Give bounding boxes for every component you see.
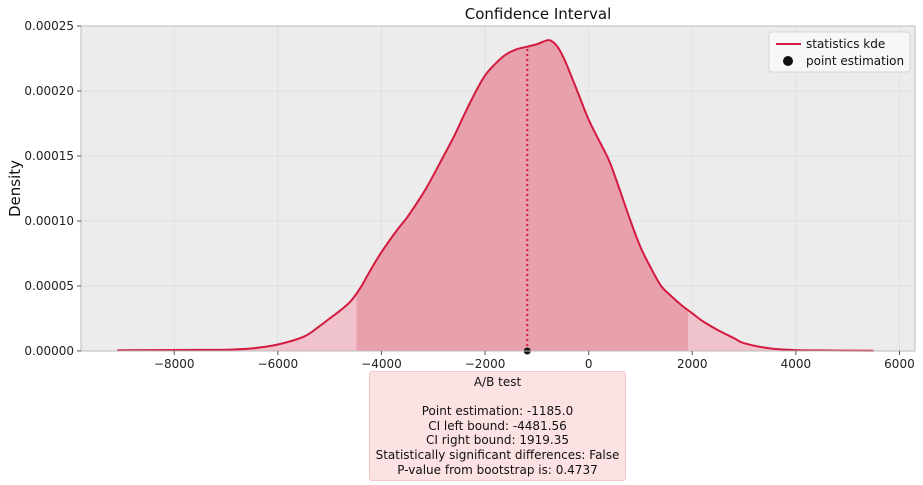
plot-area: −8000 −6000 −4000 −2000 0 2000 4000 6000 0.00000… (24, 19, 916, 371)
y-axis-label: Density (6, 160, 24, 217)
summary-point-estimation: Point estimation: -1185.0 (421, 404, 574, 419)
x-tick-label: 0 (585, 357, 593, 371)
summary-blank-line (370, 390, 625, 405)
ab-test-summary-box: A/B test Point estimation: -1185.0 CI le… (369, 371, 626, 481)
y-tick-label: 0.00010 (24, 214, 74, 228)
chart-title: Confidence Interval (465, 5, 612, 23)
summary-pvalue: P-value from bootstrap is: 0.4737 (397, 462, 598, 477)
kde-line (117, 39, 874, 352)
y-tick-label: 0.00005 (24, 279, 74, 293)
x-tick-label: 4000 (781, 357, 812, 371)
legend-kde-label: statistics kde (806, 37, 885, 51)
x-tick-label: −4000 (361, 357, 402, 371)
summary-ci-left: CI left bound: -4481.56 (428, 418, 567, 433)
ci-shaded-region (356, 40, 689, 351)
legend: statistics kde point estimation (768, 31, 911, 73)
summary-significance: Statistically significant differences: F… (375, 447, 620, 462)
summary-heading: A/B test (473, 375, 522, 389)
x-tick-label: −2000 (465, 357, 506, 371)
summary-ci-right: CI right bound: 1919.35 (425, 433, 569, 448)
x-tick-label: −8000 (154, 357, 195, 371)
y-tick-label: 0.00020 (24, 84, 74, 98)
x-tick-label: −6000 (258, 357, 299, 371)
legend-point-swatch (783, 56, 793, 66)
legend-point-label: point estimation (806, 54, 904, 68)
x-tick-label: 6000 (884, 357, 915, 371)
legend-box (768, 31, 911, 73)
y-tick-label: 0.00025 (24, 19, 74, 33)
y-tick-label: 0.00015 (24, 149, 74, 163)
y-tick-label: 0.00000 (24, 344, 74, 358)
x-tick-label: 2000 (677, 357, 708, 371)
